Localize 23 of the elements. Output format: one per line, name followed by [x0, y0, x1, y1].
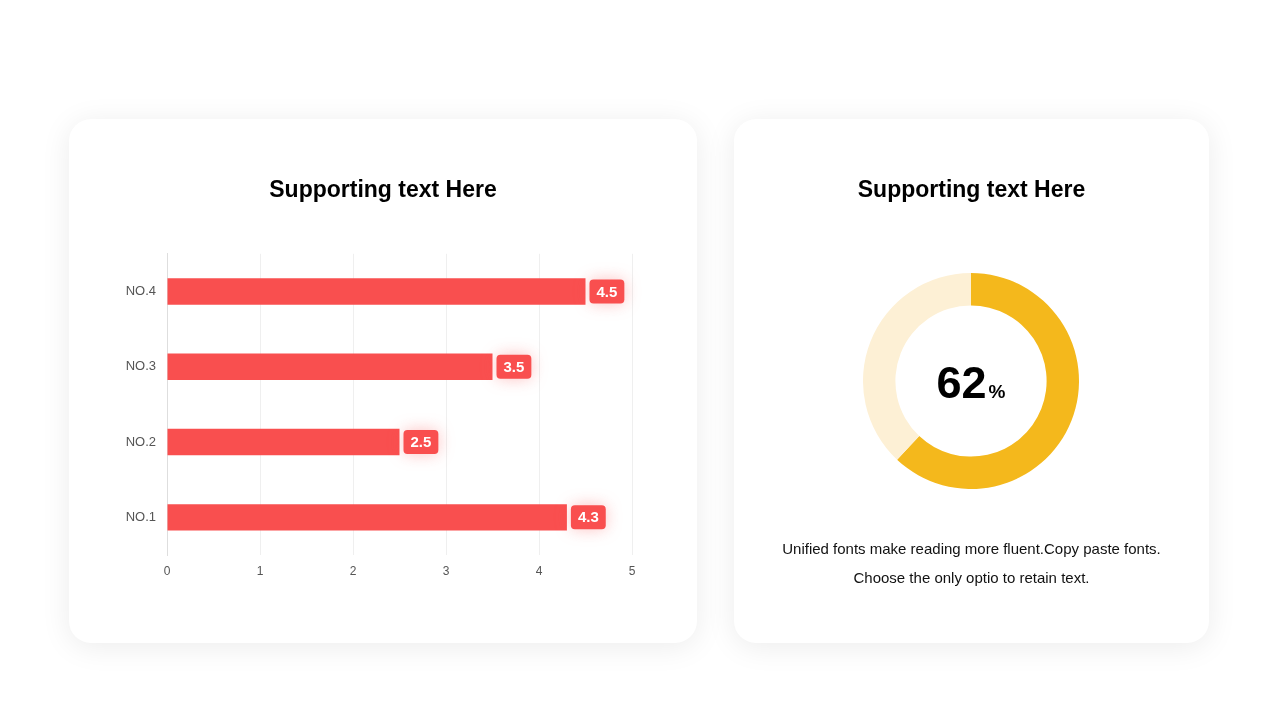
y-tick-label: NO.1 [125, 508, 156, 524]
text: Choose the only optio to retain text. [852, 568, 1091, 588]
x-tick-label: 1 [256, 563, 264, 578]
bar [167, 278, 586, 305]
text: Unified fonts make reading more fluent.Copy paste fonts. [781, 539, 1162, 559]
bar [167, 428, 400, 456]
data-label: 2.5 [410, 433, 432, 451]
data-label: 4.5 [596, 282, 618, 300]
x-tick-label: 3 [442, 563, 450, 578]
data-label: 62% [936, 357, 1006, 408]
y-tick-label: NO.4 [125, 283, 156, 299]
data-label: 4.3 [577, 508, 599, 526]
x-tick-label: 5 [628, 563, 636, 578]
bar [167, 504, 567, 531]
x-tick-label: 2 [349, 563, 357, 578]
y-tick-label: NO.2 [125, 433, 156, 449]
x-tick-label: 4 [535, 563, 543, 578]
chart-title: Supporting text Here [268, 175, 498, 203]
y-tick-label: NO.3 [125, 358, 156, 374]
data-label: 3.5 [503, 357, 525, 375]
bar [167, 353, 493, 380]
chart-title: Supporting text Here [856, 175, 1087, 203]
x-tick-label: 0 [163, 563, 171, 578]
